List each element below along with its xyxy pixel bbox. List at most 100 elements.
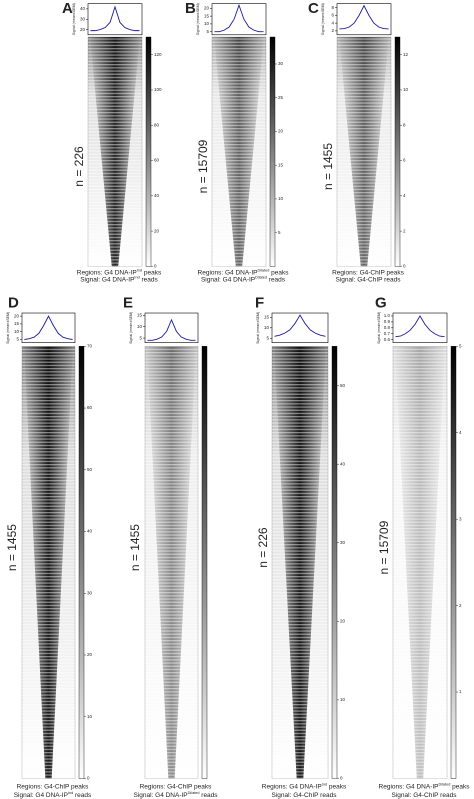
y-tick-label: 15: [137, 312, 143, 317]
colorbar: [145, 36, 152, 267]
caption-part: Ind: [322, 783, 327, 787]
caption-part: Dilated: [438, 783, 450, 787]
profile-frame: [144, 312, 199, 343]
caption-part: peaks: [450, 783, 470, 790]
caption-part: reads: [267, 276, 286, 283]
panel-letter: E: [123, 294, 133, 311]
caption: Regions: G4-ChIP peaks: [17, 783, 90, 790]
colorbar-tick-label: 50: [340, 383, 346, 388]
y-tick-label: 15: [264, 314, 270, 319]
colorbar-tick-label: 10: [87, 714, 93, 719]
colorbar-tick-label: 10: [403, 87, 409, 92]
caption: Signal: G4-ChIP reads: [272, 791, 338, 798]
n-label: n = 226: [256, 527, 270, 568]
colorbar-tick-label: 6: [403, 158, 406, 163]
caption: Signal: G4 DNA-IPDilated reads: [133, 791, 218, 799]
caption-part: Signal: G4 DNA-IP: [201, 276, 255, 283]
colorbar-tick-label: 4: [403, 193, 406, 198]
y-tick-label: 5: [206, 29, 209, 34]
caption-part: reads: [73, 791, 92, 798]
colorbar-tick-label: 40: [340, 461, 346, 466]
y-tick-label: 20: [204, 6, 210, 11]
heatmap-stripes: [337, 37, 391, 267]
n-label: n = 1455: [128, 524, 142, 571]
caption: Regions: G4 DNA-IPDilated peaks: [379, 783, 471, 791]
caption-part: Regions: G4-ChIP peaks: [332, 269, 405, 276]
colorbar-tick-label: 2: [403, 228, 406, 233]
profile-frame: [336, 3, 392, 36]
panel-letter: G: [375, 294, 387, 311]
profile-line: [214, 3, 264, 33]
heatmap-stripes: [88, 37, 142, 267]
heatmap: [144, 346, 199, 779]
y-tick-label: 20: [14, 313, 20, 318]
colorbar-tick-label: 40: [87, 529, 93, 534]
caption: Regions: G4-ChIP peaks: [140, 783, 213, 790]
panel-letter: F: [255, 294, 264, 311]
heatmap: [21, 346, 76, 779]
caption: Regions: G4-ChIP peaks: [332, 269, 405, 276]
heatmap-stripes: [393, 346, 447, 779]
heatmap: [211, 36, 267, 267]
profile-frame: [392, 312, 448, 343]
colorbar: [201, 346, 208, 779]
caption: Signal: G4-ChIP reads: [392, 791, 458, 798]
colorbar: [331, 346, 338, 779]
colorbar-tick-label: 20: [340, 619, 346, 624]
caption: Regions: G4 DNA-IPInd peaks: [77, 268, 162, 276]
caption-part: reads: [199, 791, 218, 798]
y-axis-label: Signal (mean±SEM): [321, 3, 325, 35]
n-label: n = 1455: [5, 524, 19, 571]
caption: Regions: G4 DNA-IPInd peaks: [262, 783, 347, 791]
caption-part: Regions: G4 DNA-IP: [379, 783, 439, 790]
caption-part: Signal: G4 DNA-IP: [80, 276, 134, 283]
n-label: n = 15709: [196, 139, 210, 193]
profile-frame: [21, 312, 76, 343]
colorbar-tick-label: 0: [403, 264, 406, 269]
panel-letter: C: [308, 0, 319, 17]
y-axis-label: Signal (mean±SEM): [72, 3, 76, 35]
caption-part: Dilated: [255, 276, 267, 280]
caption-part: Signal: G4-ChIP reads: [272, 791, 338, 798]
colorbar-tick-label: 30: [340, 540, 346, 545]
y-tick-label: 30: [80, 16, 86, 21]
colorbar-tick-label: 40: [154, 193, 160, 198]
caption-part: peaks: [269, 269, 289, 276]
colorbar-tick-label: 10: [278, 196, 284, 201]
colorbar-tick-label: 20: [278, 129, 284, 134]
y-tick-label: 10: [204, 21, 210, 26]
y-axis-label: Signal (mean±SEM): [6, 312, 10, 344]
y-tick-label: 1.0: [384, 313, 391, 318]
n-label: n = 15709: [377, 520, 391, 574]
colorbar-tick-label: 5: [278, 230, 281, 235]
colorbar-tick-label: 50: [87, 467, 93, 472]
colorbar: [78, 346, 85, 779]
caption: Regions: G4 DNA-IPDilated peaks: [198, 268, 290, 276]
caption-part: Regions: G4-ChIP peaks: [17, 783, 90, 790]
colorbar-tick-label: 30: [87, 590, 93, 595]
y-tick-label: 5: [139, 335, 142, 340]
caption: Signal: G4 DNA-IPInd reads: [80, 276, 158, 284]
colorbar-tick-label: 25: [278, 95, 284, 100]
caption-part: Ind: [134, 276, 139, 280]
colorbar-tick-label: 15: [278, 162, 284, 167]
colorbar: [269, 36, 276, 267]
profile-line: [274, 314, 326, 337]
heatmap: [392, 346, 448, 779]
heatmap: [87, 36, 143, 267]
caption-part: Signal: G4 DNA-IP: [14, 791, 68, 798]
profile-line: [147, 318, 196, 341]
profile-line: [395, 315, 445, 338]
y-tick-label: 10: [137, 324, 143, 329]
panel-letter: A: [62, 0, 73, 17]
caption-part: peaks: [142, 269, 162, 276]
caption-part: Regions: G4 DNA-IP: [198, 269, 258, 276]
caption-part: Dilated: [257, 268, 269, 272]
y-axis-label: Signal (mean±SEM): [256, 312, 260, 344]
y-tick-label: 4: [331, 20, 334, 25]
caption-part: Dilated: [188, 791, 200, 795]
heatmap: [271, 346, 329, 779]
colorbar-tick-label: 60: [154, 158, 160, 163]
caption-part: reads: [140, 276, 159, 283]
caption: Signal: G4 DNA-IPInd reads: [14, 791, 92, 799]
